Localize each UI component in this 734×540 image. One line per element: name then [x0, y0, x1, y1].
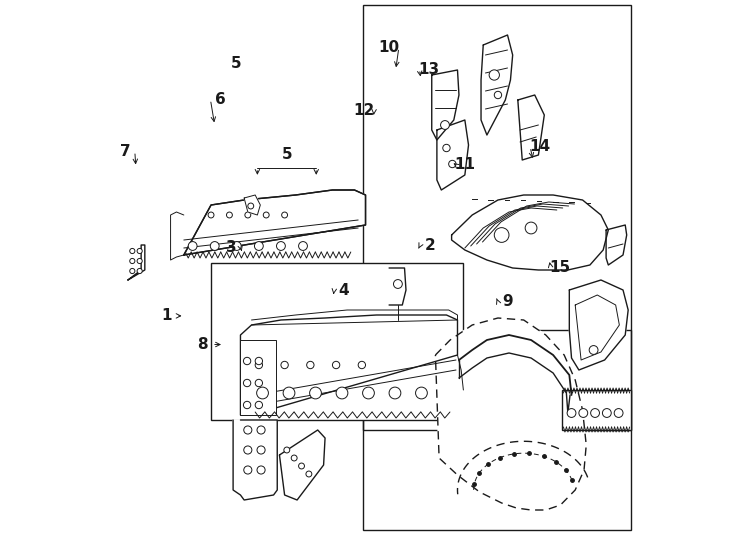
Circle shape [255, 241, 264, 251]
Circle shape [245, 212, 251, 218]
Circle shape [567, 409, 576, 417]
Text: 11: 11 [455, 157, 476, 172]
Text: 2: 2 [424, 238, 435, 253]
Circle shape [137, 268, 142, 274]
Polygon shape [517, 95, 545, 160]
Circle shape [244, 466, 252, 474]
Polygon shape [437, 120, 468, 190]
Circle shape [579, 409, 588, 417]
Circle shape [525, 222, 537, 234]
Text: 3: 3 [225, 240, 236, 255]
Polygon shape [128, 245, 145, 280]
Circle shape [137, 248, 142, 254]
Polygon shape [606, 225, 627, 265]
Circle shape [448, 160, 456, 168]
Circle shape [358, 361, 366, 369]
Circle shape [415, 387, 427, 399]
Circle shape [614, 409, 623, 417]
Circle shape [233, 241, 241, 251]
Text: 5: 5 [231, 56, 241, 71]
Circle shape [494, 91, 501, 99]
Circle shape [130, 259, 135, 264]
Circle shape [244, 401, 251, 409]
Circle shape [591, 409, 600, 417]
Circle shape [291, 455, 297, 461]
Polygon shape [432, 70, 459, 140]
Circle shape [440, 120, 449, 130]
Text: 12: 12 [354, 103, 375, 118]
Circle shape [257, 426, 265, 434]
Polygon shape [481, 35, 512, 135]
Circle shape [603, 409, 611, 417]
Text: 13: 13 [418, 62, 440, 77]
Text: 14: 14 [529, 139, 550, 154]
Polygon shape [184, 190, 366, 255]
Circle shape [283, 387, 295, 399]
Bar [241, 340, 276, 415]
Text: 1: 1 [161, 308, 171, 323]
Text: 15: 15 [550, 260, 571, 275]
Bar [363, 5, 631, 430]
Text: 4: 4 [338, 283, 349, 298]
Circle shape [255, 379, 263, 387]
Circle shape [255, 361, 263, 369]
Circle shape [281, 361, 288, 369]
Circle shape [443, 144, 450, 152]
Circle shape [211, 241, 219, 251]
Polygon shape [241, 315, 457, 415]
Circle shape [299, 241, 308, 251]
Circle shape [264, 212, 269, 218]
Circle shape [137, 259, 142, 264]
Polygon shape [389, 268, 406, 305]
Circle shape [306, 471, 312, 477]
Polygon shape [280, 430, 325, 500]
Text: 7: 7 [120, 144, 131, 159]
Circle shape [257, 446, 265, 454]
Circle shape [244, 357, 251, 364]
Circle shape [393, 280, 402, 288]
Text: 10: 10 [379, 40, 400, 55]
Circle shape [310, 387, 321, 399]
Circle shape [284, 447, 290, 453]
Polygon shape [233, 420, 277, 500]
Bar [211, 263, 462, 420]
Circle shape [282, 212, 288, 218]
Circle shape [244, 379, 251, 387]
Circle shape [389, 387, 401, 399]
Circle shape [307, 361, 314, 369]
Circle shape [257, 387, 269, 399]
Text: 9: 9 [502, 294, 513, 309]
Circle shape [244, 446, 252, 454]
Circle shape [255, 401, 263, 409]
Circle shape [489, 70, 499, 80]
Circle shape [336, 387, 348, 399]
Circle shape [227, 212, 233, 218]
Circle shape [299, 463, 305, 469]
Polygon shape [570, 280, 628, 370]
Text: 5: 5 [282, 147, 292, 162]
Circle shape [333, 361, 340, 369]
Polygon shape [451, 195, 608, 270]
Circle shape [255, 357, 263, 364]
Circle shape [130, 248, 135, 254]
Circle shape [248, 203, 254, 209]
Bar [562, 390, 631, 430]
Circle shape [188, 241, 197, 251]
Polygon shape [244, 195, 261, 215]
Circle shape [244, 426, 252, 434]
Circle shape [208, 212, 214, 218]
Bar [363, 330, 631, 530]
Text: 8: 8 [197, 337, 208, 352]
Circle shape [257, 466, 265, 474]
Circle shape [494, 228, 509, 242]
Circle shape [363, 387, 374, 399]
Text: 6: 6 [215, 92, 225, 107]
Circle shape [130, 268, 135, 274]
Circle shape [277, 241, 286, 251]
Polygon shape [435, 318, 586, 510]
Circle shape [589, 346, 598, 354]
